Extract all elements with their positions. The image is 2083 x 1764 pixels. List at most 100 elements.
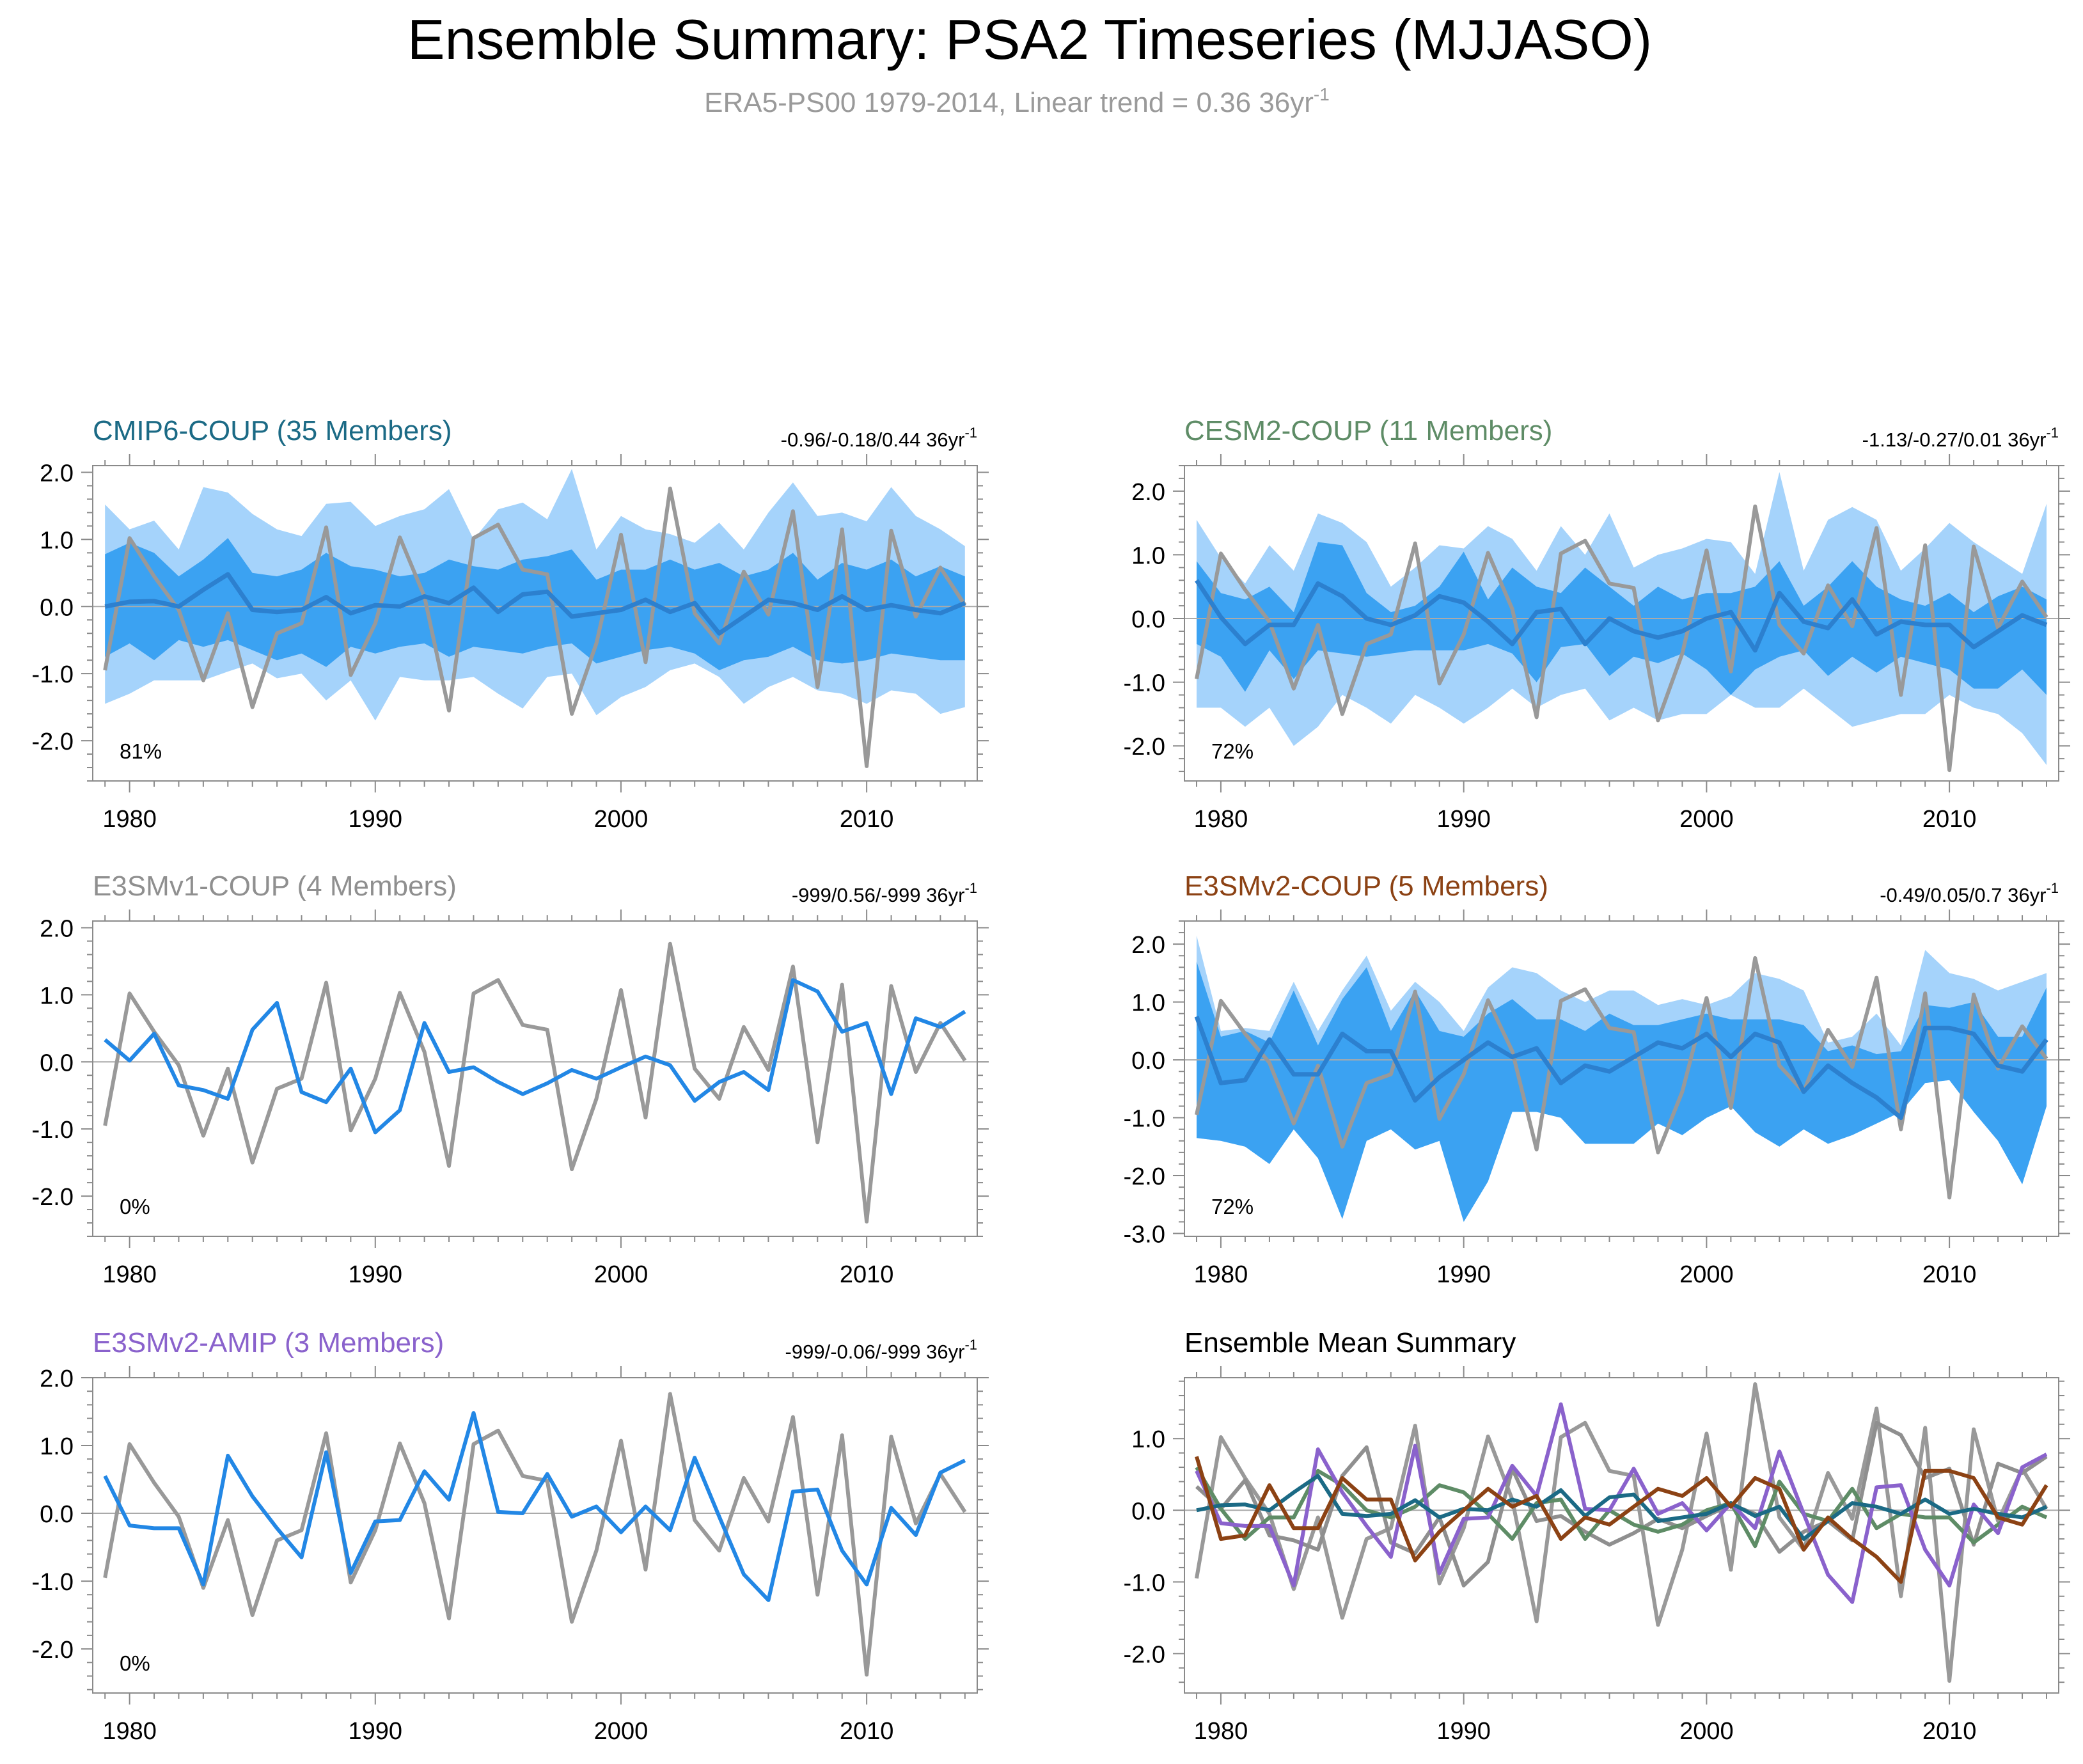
ytick-label: -1.0 xyxy=(32,661,74,688)
plot-area xyxy=(93,941,977,1224)
ytick-label: 0.0 xyxy=(40,594,74,621)
xtick-label: 2010 xyxy=(840,1261,894,1288)
ytick-label: 0.0 xyxy=(40,1501,74,1528)
xtick-label: 2000 xyxy=(594,1261,648,1288)
plot-frame xyxy=(92,1377,978,1694)
trend-sup: -1 xyxy=(2046,425,2059,441)
ytick-label: 0.0 xyxy=(1131,1498,1165,1525)
xtick-label: 2000 xyxy=(1679,1261,1734,1288)
panel-summary: 1.0 0.0 -1.0 -2.0 1980 1990 2000 2010 Ensemble M… xyxy=(1124,1327,2070,1745)
figure-subtitle: ERA5-PS00 1979-2014, Linear trend = 0.36… xyxy=(704,84,1330,118)
subtitle-sup: -1 xyxy=(1314,84,1330,104)
ytick-label: 2.0 xyxy=(40,915,74,942)
ytick-label: 2.0 xyxy=(1131,479,1165,506)
trend-sup: -1 xyxy=(2046,880,2059,896)
ytick-label: 2.0 xyxy=(40,1366,74,1392)
ytick-label: 1.0 xyxy=(1131,1426,1165,1453)
panel-grid: 2.0 1.0 0.0 -1.0 -2.0 1980 1990 2000 2010 CMIP6-C… xyxy=(32,415,2070,1745)
ytick-label: -1.0 xyxy=(32,1117,74,1144)
ensemble-mean-line xyxy=(1195,579,2048,653)
xtick-label: 1980 xyxy=(102,1261,157,1288)
pct-annotation: 0% xyxy=(120,1195,150,1218)
trend-value: -0.49/0.05/0.7 36yr xyxy=(1880,884,2046,906)
pct-annotation: 0% xyxy=(120,1651,150,1675)
plot-frame xyxy=(1184,920,2059,1237)
trend-text: -999/-0.06/-999 36yr-1 xyxy=(785,1337,977,1363)
ensemble-mean-line xyxy=(104,978,966,1135)
pct-annotation: 72% xyxy=(1211,739,1254,763)
trend-text: -999/0.56/-999 36yr-1 xyxy=(792,880,977,906)
ytick-label: 2.0 xyxy=(40,460,74,487)
panel-e3smv2_amip: 2.0 1.0 0.0 -1.0 -2.0 1980 1990 2000 2010 E3SMv2-… xyxy=(32,1327,989,1745)
obs-series-line xyxy=(103,941,967,1224)
plot-area xyxy=(1184,472,2059,773)
plot-area xyxy=(1184,935,2059,1222)
ytick-label: -2.0 xyxy=(32,1637,74,1664)
ytick-label: -1.0 xyxy=(1124,1106,1165,1133)
xtick-label: 1980 xyxy=(1194,1718,1248,1745)
obs-series-line xyxy=(103,1392,967,1677)
xtick-label: 2010 xyxy=(840,1718,894,1745)
xtick-label: 2010 xyxy=(1922,806,1977,833)
ytick-label: -2.0 xyxy=(32,1184,74,1211)
plot-frame xyxy=(1184,1377,2059,1694)
trend-sup: -1 xyxy=(964,425,977,441)
ytick-label: 1.0 xyxy=(1131,542,1165,569)
xtick-label: 1980 xyxy=(102,806,157,833)
trend-sup: -1 xyxy=(964,880,977,896)
band-inner xyxy=(105,538,965,670)
plot-area xyxy=(1184,1382,2059,1683)
ytick-label: -2.0 xyxy=(32,728,74,755)
xtick-label: 1990 xyxy=(349,806,403,833)
panel-e3smv1: 2.0 1.0 0.0 -1.0 -2.0 1980 1990 2000 2010 E3SMv1-… xyxy=(32,870,989,1288)
ytick-label: 1.0 xyxy=(40,527,74,554)
ytick-label: -3.0 xyxy=(1124,1221,1165,1248)
trend-sup: -1 xyxy=(964,1337,977,1353)
panel-title: E3SMv2-AMIP (3 Members) xyxy=(93,1327,444,1358)
trend-text: -0.96/-0.18/0.44 36yr-1 xyxy=(781,425,977,451)
pct-annotation: 72% xyxy=(1211,1195,1254,1218)
panel-title: CESM2-COUP (11 Members) xyxy=(1184,415,1552,446)
pct-annotation: 81% xyxy=(120,739,162,763)
subtitle-main: ERA5-PS00 1979-2014, Linear trend = 0.36… xyxy=(704,87,1314,118)
plot-area xyxy=(93,1392,977,1677)
ytick-label: -1.0 xyxy=(1124,1570,1165,1596)
ytick-label: 0.0 xyxy=(1131,1048,1165,1075)
panel-cesm2: 2.0 1.0 0.0 -1.0 -2.0 1980 1990 2000 2010 CESM2-C… xyxy=(1124,415,2070,833)
ytick-label: 2.0 xyxy=(1131,932,1165,959)
panel-title: E3SMv2-COUP (5 Members) xyxy=(1184,870,1548,902)
ytick-label: -2.0 xyxy=(1124,1163,1165,1190)
xtick-label: 1990 xyxy=(1436,806,1491,833)
plot-frame xyxy=(92,920,978,1237)
trend-value: -999/0.56/-999 36yr xyxy=(792,884,965,906)
xtick-label: 1990 xyxy=(349,1718,403,1745)
panel-cmip6: 2.0 1.0 0.0 -1.0 -2.0 1980 1990 2000 2010 CMIP6-C… xyxy=(32,415,989,833)
ytick-label: -2.0 xyxy=(1124,1641,1165,1668)
panel-e3smv2_coup: 2.0 1.0 0.0 -1.0 -2.0 -3.0 1980 1990 2000 2010 E3S… xyxy=(1124,870,2070,1288)
trend-value: -999/-0.06/-999 36yr xyxy=(785,1341,965,1363)
plot-area xyxy=(93,469,977,768)
trend-text: -0.49/0.05/0.7 36yr-1 xyxy=(1880,880,2059,906)
summary-line-e3smv2_coup xyxy=(1195,1456,2048,1584)
ytick-label: -1.0 xyxy=(32,1569,74,1596)
band-inner xyxy=(1197,961,2047,1222)
xtick-label: 2010 xyxy=(840,806,894,833)
xtick-label: 1990 xyxy=(1436,1718,1491,1745)
ytick-label: -1.0 xyxy=(1124,670,1165,697)
ensemble-mean-line xyxy=(1194,1016,2048,1121)
trend-value: -0.96/-0.18/0.44 36yr xyxy=(781,429,965,451)
obs-series-line xyxy=(1195,504,2048,773)
xtick-label: 1980 xyxy=(102,1718,157,1745)
panel-title: CMIP6-COUP (35 Members) xyxy=(93,415,452,446)
plot-frame xyxy=(92,465,978,782)
ytick-label: 0.0 xyxy=(1131,606,1165,633)
ensemble-mean-line xyxy=(103,1411,966,1602)
ensemble-mean-line xyxy=(104,572,966,636)
xtick-label: 2000 xyxy=(1679,1718,1734,1745)
obs-series-line xyxy=(103,486,967,768)
xtick-label: 2010 xyxy=(1922,1718,1977,1745)
xtick-label: 2000 xyxy=(594,806,648,833)
trend-text: -1.13/-0.27/0.01 36yr-1 xyxy=(1862,425,2059,451)
trend-value: -1.13/-0.27/0.01 36yr xyxy=(1862,429,2047,451)
